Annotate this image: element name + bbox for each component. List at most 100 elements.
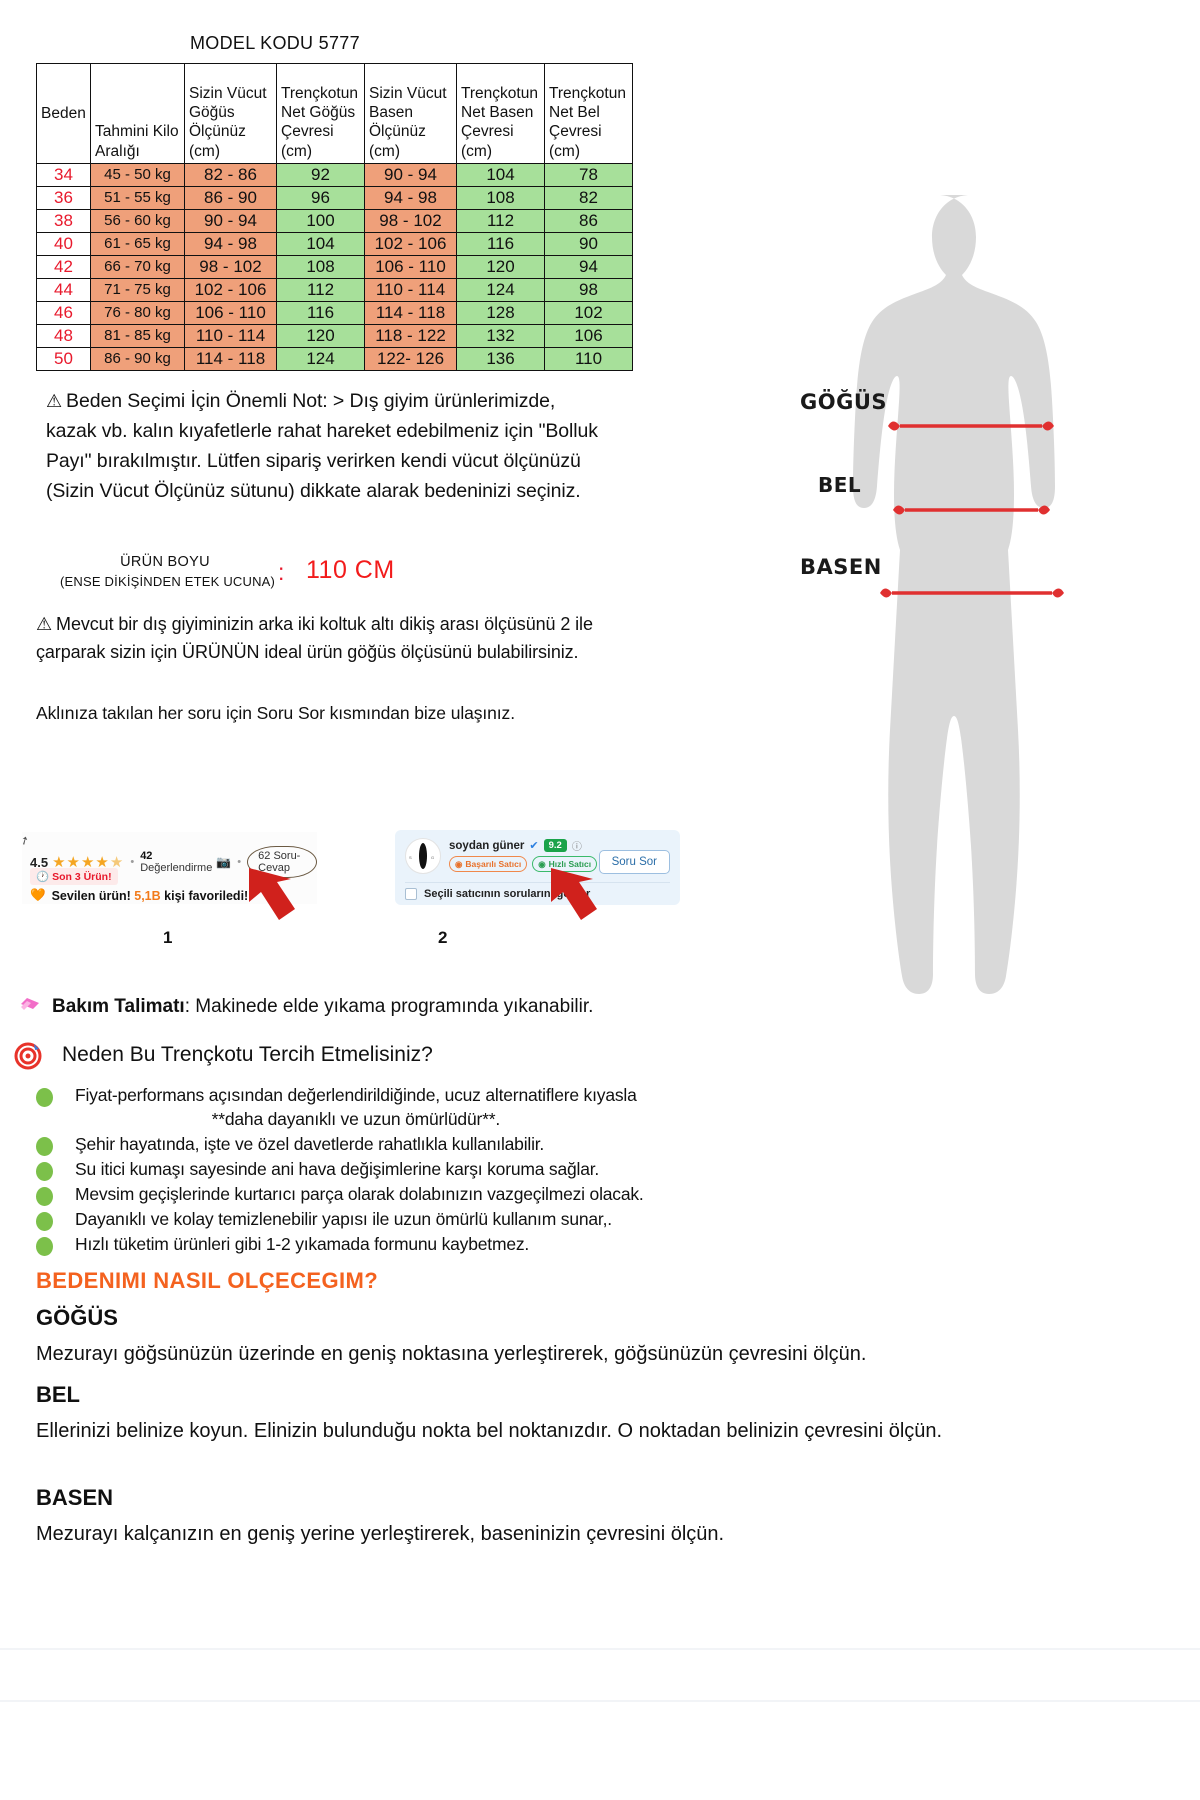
table-row: 34 45 - 50 kg 82 - 86 92 90 - 94 104 78 [36, 163, 633, 187]
cell-kilo: 61 - 65 kg [90, 232, 185, 256]
cell-body-hip: 110 - 114 [364, 278, 457, 302]
table-row: 40 61 - 65 kg 94 - 98 104 102 - 106 116 90 [36, 232, 633, 256]
cell-net-hip: 132 [456, 324, 545, 348]
cell-net-hip: 124 [456, 278, 545, 302]
cell-net-chest: 120 [276, 324, 365, 348]
cell-kilo: 71 - 75 kg [90, 278, 185, 302]
cell-beden: 38 [36, 209, 91, 233]
benefit-item: Su itici kumaşı sayesinde ani hava değiş… [36, 1157, 756, 1181]
cell-body-chest: 102 - 106 [184, 278, 277, 302]
ask-question-button[interactable]: Soru Sor [598, 850, 670, 874]
cell-body-hip: 102 - 106 [364, 232, 457, 256]
target-icon [14, 1042, 42, 1070]
chest-measure-line [888, 421, 1054, 431]
seller-question-screenshot: S G soydan güner ✔ 9.2 ⓘ ◉ Başarılı Satıcı… [395, 830, 680, 905]
review-count: 42 Değerlendirme [140, 850, 213, 874]
cell-body-hip: 114 - 118 [364, 301, 457, 325]
cell-net-waist: 94 [544, 255, 633, 279]
cell-net-waist: 98 [544, 278, 633, 302]
divider [405, 882, 670, 883]
bullet-icon [36, 1088, 53, 1107]
cell-net-waist: 106 [544, 324, 633, 348]
favorite-row: 🧡 Sevilen ürün! 5,1B kişi favoriledi! [30, 888, 248, 903]
product-length-value: 110 CM [306, 556, 395, 584]
benefit-item: Hızlı tüketim ürünleri gibi 1-2 yıkamada… [36, 1232, 756, 1256]
seller-row: S G soydan güner ✔ 9.2 ⓘ ◉ Başarılı Satıcı… [405, 838, 670, 874]
bullet-icon [36, 1162, 53, 1181]
svg-text:G: G [431, 855, 434, 860]
camera-icon: 📷 [216, 855, 232, 869]
chest-calculation-note-text: Mevcut bir dış giyiminizin arka iki kolt… [36, 614, 593, 662]
rating-value: 4.5 [30, 854, 49, 870]
benefit-item: Şehir hayatında, işte ve özel davetlerde… [36, 1132, 756, 1156]
howto-heading-chest: GÖĞÜS [36, 1305, 118, 1330]
cell-net-waist: 78 [544, 163, 633, 187]
warning-icon: ⚠ [36, 614, 53, 634]
svg-text:S: S [409, 855, 412, 860]
cell-beden: 50 [36, 347, 91, 371]
star-icons: ★★★★★ [52, 854, 125, 871]
size-selection-note-text: Beden Seçimi İçin Önemli Not: > Dış giyi… [46, 390, 598, 502]
pointer-arrow-icon [551, 868, 597, 920]
filter-checkbox[interactable] [405, 888, 417, 900]
verified-icon: ✔ [529, 840, 539, 852]
col-header-net-waist: Trençkotun Net Bel Çevresi (cm) [544, 63, 633, 164]
filter-checkbox-row[interactable]: Seçili satıcının sorularını göster [405, 888, 590, 900]
size-chart-body: 34 45 - 50 kg 82 - 86 92 90 - 94 104 78 36 51 - … [36, 163, 633, 371]
mannequin-label-waist: BEL [818, 473, 862, 497]
favorite-text: Sevilen ürün! 5,1B kişi favoriledi! [51, 888, 249, 903]
cell-body-hip: 118 - 122 [364, 324, 457, 348]
cell-net-waist: 90 [544, 232, 633, 256]
howto-measure-title: BEDENIMI NASIL OLÇECEGIM? [36, 1268, 379, 1293]
cell-kilo: 86 - 90 kg [90, 347, 185, 371]
cell-body-chest: 90 - 94 [184, 209, 277, 233]
size-selection-note: ⚠ Beden Seçimi İçin Önemli Not: > Dış giy… [46, 386, 606, 506]
col-header-net-chest: Trençkotun Net Göğüs Çevresi (cm) [276, 63, 365, 164]
screenshot-index-2: 2 [438, 928, 448, 947]
bullet-icon [36, 1212, 53, 1231]
howto-body-chest: Mezurayı göğsünüzün üzerinde en geniş no… [36, 1343, 867, 1365]
cell-beden: 48 [36, 324, 91, 348]
care-instruction-text: Bakım Talimatı: Makinede elde yıkama pro… [52, 996, 594, 1017]
benefit-text: Su itici kumaşı sayesinde ani hava değiş… [75, 1159, 600, 1179]
cell-beden: 46 [36, 301, 91, 325]
howto-body-waist: Ellerinizi belinize koyun. Elinizin bulu… [36, 1420, 943, 1442]
model-code-label: MODEL KODU 5777 [190, 33, 360, 53]
separator-dot: • [130, 856, 135, 868]
care-label-icon [21, 998, 39, 1010]
cell-net-hip: 128 [456, 301, 545, 325]
info-icon[interactable]: ⓘ [571, 842, 582, 853]
cell-body-hip: 122- 126 [364, 347, 457, 371]
warning-icon: ⚠ [46, 391, 63, 411]
benefit-item: Mevsim geçişlerinde kurtarıcı parça olar… [36, 1182, 756, 1206]
footer-divider [0, 1648, 1200, 1650]
clock-icon: 🕐 [36, 871, 50, 883]
benefit-text-line2: **daha dayanıklı ve uzun ömürlüdür**. [211, 1109, 501, 1129]
table-row: 36 51 - 55 kg 86 - 90 96 94 - 98 108 82 [36, 186, 633, 210]
cell-net-hip: 136 [456, 347, 545, 371]
screenshot-index-1: 1 [163, 928, 173, 947]
cell-body-chest: 98 - 102 [184, 255, 277, 279]
table-row: 38 56 - 60 kg 90 - 94 100 98 - 102 112 86 [36, 209, 633, 233]
cell-net-chest: 124 [276, 347, 365, 371]
product-length-subtitle: (ENSE DİKİŞİNDEN ETEK UCUNA) [60, 574, 276, 589]
cell-kilo: 45 - 50 kg [90, 163, 185, 187]
cell-kilo: 66 - 70 kg [90, 255, 185, 279]
care-instruction-row: Bakım Talimatı: Makinede elde yıkama pro… [18, 995, 593, 1019]
cell-beden: 34 [36, 163, 91, 187]
waist-measure-line [893, 505, 1050, 515]
seller-info: soydan güner ✔ 9.2 ⓘ ◉ Başarılı Satıcı ◉ H… [449, 838, 598, 872]
filter-checkbox-label: Seçili satıcının sorularını göster [424, 888, 591, 900]
mannequin-label-hip: BASEN [800, 555, 882, 579]
product-length-colon: : [278, 559, 285, 585]
benefit-item: Fiyat-performans açısından değerlendiril… [36, 1083, 756, 1131]
size-chart-header: Beden Tahmini Kilo Aralığı Sizin Vücut G… [36, 63, 633, 164]
cell-beden: 42 [36, 255, 91, 279]
bullet-icon [36, 1187, 53, 1206]
cell-net-hip: 120 [456, 255, 545, 279]
cell-kilo: 56 - 60 kg [90, 209, 185, 233]
why-choose-row: Neden Bu Trençkotu Tercih Etmelisiniz? [14, 1040, 433, 1070]
size-chart-table: Beden Tahmini Kilo Aralığı Sizin Vücut G… [36, 63, 633, 371]
cell-body-hip: 98 - 102 [364, 209, 457, 233]
table-header-row: Beden Tahmini Kilo Aralığı Sizin Vücut G… [36, 63, 633, 164]
